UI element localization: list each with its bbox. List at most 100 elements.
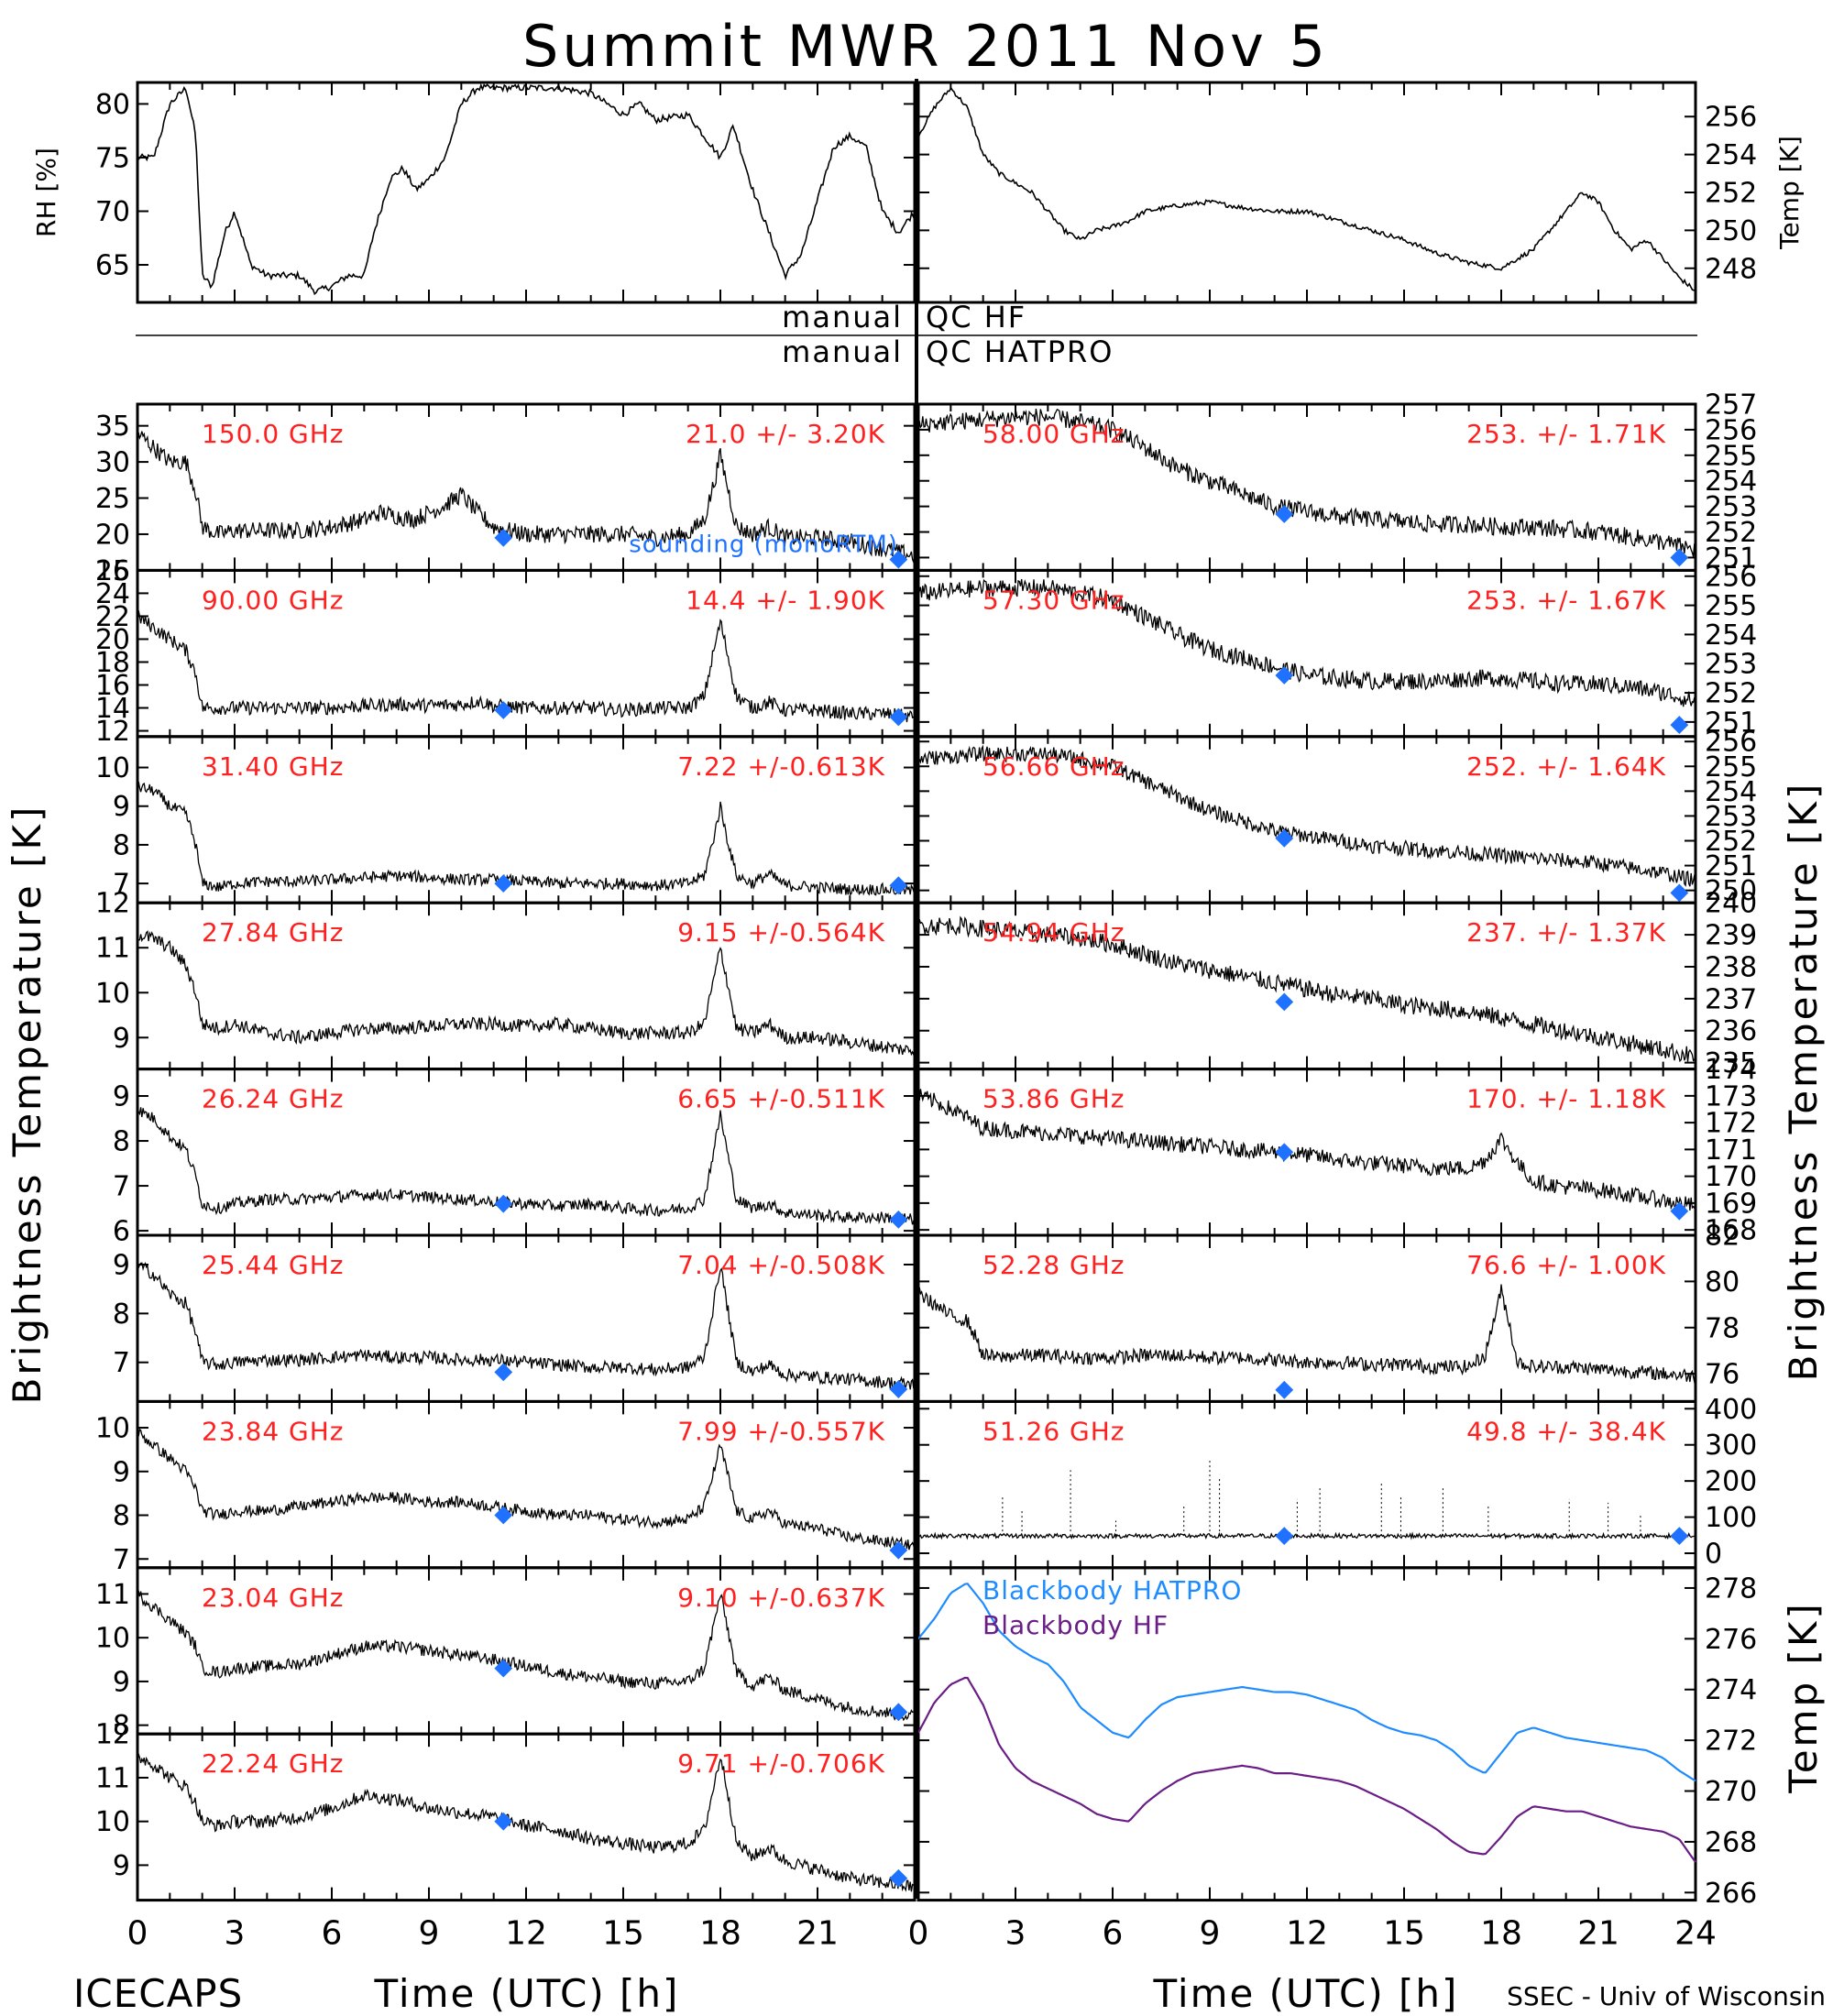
tb-channel-label: 31.40 GHz [202, 751, 345, 782]
y-tick-label: 270 [1705, 1776, 1757, 1808]
qc-hatpro-label: QC HATPRO [926, 334, 1114, 369]
y-tick-label: 65 [95, 250, 130, 282]
tb-series-line [918, 915, 1696, 1063]
y-tick-label: 253 [1705, 649, 1757, 681]
y-tick-label: 253 [1705, 491, 1757, 523]
y-tick-label: 168 [1705, 1215, 1757, 1247]
y-tick-label: 276 [1705, 1624, 1757, 1656]
model-diamond-marker [889, 707, 908, 727]
tb-stats-label: 9.15 +/-0.564K [677, 917, 885, 948]
tb-panel-left-6: 7 8 9 10 23.84 GHz 7.99 +/-0.557K [95, 1399, 916, 1576]
y-tick-label: 252 [1705, 678, 1757, 710]
tb-panel-left-0: 15 20 25 30 35 150.0 GHz 21.0 +/- 3.20K soundin… [95, 402, 916, 587]
rh-frame [136, 81, 916, 304]
tb-panel-left-4: 6 7 8 9 26.24 GHz 6.65 +/-0.511K [113, 1068, 916, 1248]
tb-plot-area [918, 915, 1696, 1063]
x-tick-label: 3 [225, 1915, 246, 1953]
y-tick-label: 9 [113, 1456, 130, 1488]
tb-plot-area [918, 1459, 1696, 1545]
right-axis-label: Brightness Temperature [K] [1781, 782, 1826, 1382]
xlabel-right: Time (UTC) [h] [1153, 1971, 1459, 2016]
y-tick-label: 255 [1705, 440, 1757, 472]
y-tick-label: 256 [1705, 414, 1757, 446]
y-tick-label: 172 [1705, 1108, 1757, 1140]
y-tick-label: 254 [1705, 776, 1757, 808]
x-tick-label: 6 [1103, 1915, 1124, 1953]
model-diamond-marker [494, 1506, 513, 1525]
y-tick-label: 8 [113, 829, 130, 861]
model-diamond-marker [494, 1659, 513, 1678]
tb-channel-label: 57.30 GHz [982, 585, 1125, 615]
y-tick-label: 9 [113, 1850, 130, 1882]
y-tick-label: 256 [1705, 102, 1757, 134]
y-tick-label: 266 [1705, 1878, 1757, 1910]
tb-series-line [918, 1089, 1696, 1211]
x-tick-label: 0 [127, 1915, 148, 1953]
y-tick-label: 26 [95, 555, 130, 587]
x-tick-label: 9 [1200, 1915, 1221, 1953]
model-diamond-marker [1275, 1143, 1294, 1162]
tb-channel-label: 56.66 GHz [982, 751, 1125, 782]
y-tick-label: 174 [1705, 1054, 1757, 1086]
tb-channel-label: 52.28 GHz [982, 1250, 1125, 1280]
tb-plot-area [918, 1284, 1696, 1399]
rh-panel: 65 70 75 80 RH [%] [31, 81, 916, 304]
y-tick-label: 24 [95, 578, 130, 610]
tb-series-line [137, 1259, 915, 1390]
rh-axis-label: RH [%] [31, 148, 61, 237]
model-diamond-marker [1670, 716, 1689, 734]
tb-panel-left-5: 7 8 9 25.44 GHz 7.04 +/-0.508K [113, 1233, 916, 1403]
y-tick-label: 274 [1705, 1674, 1757, 1706]
figure-title: Summit MWR 2011 Nov 5 [522, 13, 1329, 80]
right-bottom-axis-label: Temp [K] [1781, 1601, 1826, 1794]
y-tick-label: 16 [95, 670, 130, 702]
y-tick-label: 8 [113, 1500, 130, 1532]
y-tick-label: 6 [113, 1216, 130, 1248]
tb-channel-label: 54.94 GHz [982, 917, 1125, 948]
y-tick-label: 78 [1705, 1312, 1740, 1344]
y-tick-label: 250 [1705, 215, 1757, 247]
y-tick-label: 9 [113, 1081, 130, 1113]
y-tick-label: 10 [95, 1623, 130, 1655]
y-tick-label: 7 [113, 1544, 130, 1576]
tb-series-line [137, 610, 915, 723]
y-tick-label: 248 [1705, 253, 1757, 285]
y-tick-label: 257 [1705, 389, 1757, 422]
model-diamond-marker [1670, 548, 1689, 567]
tb-stats-label: 252. +/- 1.64K [1466, 751, 1666, 782]
y-tick-label: 254 [1705, 619, 1757, 652]
tb-plot-area [137, 1107, 915, 1229]
y-tick-label: 15 [95, 555, 130, 587]
blackbody-legend-label: Blackbody HF [982, 1610, 1169, 1640]
y-tick-label: 251 [1705, 850, 1757, 882]
model-diamond-marker [1275, 505, 1294, 523]
tb-plot-area [918, 1089, 1696, 1221]
y-tick-label: 11 [95, 1579, 130, 1611]
tb-stats-label: 21.0 +/- 3.20K [686, 419, 885, 449]
tb-stats-label: 237. +/- 1.37K [1466, 917, 1666, 948]
y-tick-label: 30 [95, 447, 130, 479]
tb-series-line [137, 1428, 915, 1551]
tb-stats-label: 76.6 +/- 1.00K [1466, 1250, 1666, 1280]
x-tick-label: 9 [419, 1915, 440, 1953]
tb-channel-label: 150.0 GHz [202, 419, 345, 449]
tb-plot-area [918, 578, 1696, 734]
y-tick-label: 80 [95, 89, 130, 121]
y-tick-label: 9 [113, 791, 130, 823]
tb-panel-left-3: 9 10 11 12 27.84 GHz 9.15 +/-0.564K [95, 888, 916, 1071]
tb-series-line [918, 744, 1696, 887]
tb-stats-label: 9.10 +/-0.637K [677, 1583, 885, 1613]
model-diamond-marker [494, 701, 513, 719]
y-tick-label: 7 [113, 869, 130, 901]
x-tick-label: 24 [1674, 1915, 1717, 1953]
tb-series-line [137, 1751, 915, 1892]
y-tick-label: 11 [95, 933, 130, 965]
model-diamond-marker [889, 1380, 908, 1398]
x-tick-label: 3 [1005, 1915, 1026, 1953]
temp-axis-label: Temp [K] [1774, 136, 1805, 250]
model-diamond-marker [494, 1194, 513, 1213]
